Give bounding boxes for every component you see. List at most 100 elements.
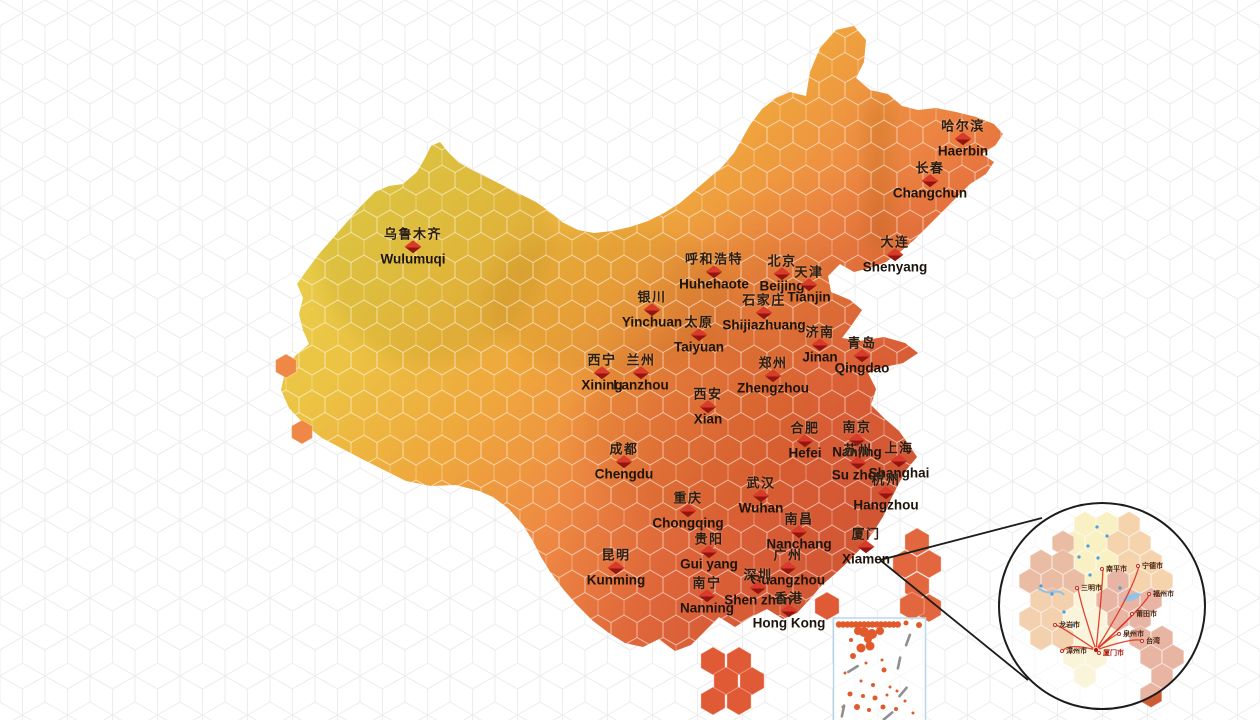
inset-city-name: 泉州市 bbox=[1123, 631, 1144, 638]
city-en-label: Nanchang bbox=[766, 536, 832, 552]
city-marker-icon[interactable] bbox=[890, 454, 908, 468]
magnifier-callout bbox=[879, 502, 1206, 710]
city-marker-icon[interactable] bbox=[800, 278, 818, 292]
city-en-label: Gui yang bbox=[680, 556, 738, 572]
city-marker-icon[interactable] bbox=[849, 456, 867, 470]
city-marker-icon[interactable] bbox=[607, 561, 625, 575]
city-qingdao[interactable]: 青岛 Qingdao bbox=[835, 335, 890, 376]
city-marker-icon[interactable] bbox=[848, 433, 866, 447]
city-marker-icon[interactable] bbox=[749, 581, 767, 595]
inset-city-label[interactable]: 南平市 bbox=[1100, 564, 1127, 574]
city-wuhan[interactable]: 武汉 Wuhan bbox=[738, 476, 784, 516]
city-dot-icon bbox=[1075, 586, 1079, 590]
inset-city-label[interactable]: 莆田市 bbox=[1130, 609, 1157, 619]
city-en-label: Zhengzhou bbox=[737, 380, 809, 396]
city-en-label: Xian bbox=[693, 411, 723, 427]
city-marker-icon[interactable] bbox=[811, 338, 829, 352]
city-marker-icon[interactable] bbox=[679, 504, 697, 518]
city-zh-label: 杭州 bbox=[871, 472, 901, 488]
flight-arc bbox=[1095, 565, 1140, 651]
city-marker-icon[interactable] bbox=[752, 489, 770, 503]
city-marker-icon[interactable] bbox=[705, 265, 723, 279]
city-nanning[interactable]: 南宁 Nanning bbox=[680, 576, 734, 616]
city-marker-icon[interactable] bbox=[796, 434, 814, 448]
city-tianjin[interactable]: 天津 Tianjin bbox=[787, 265, 831, 305]
city-marker-icon[interactable] bbox=[632, 366, 650, 380]
city-changchun[interactable]: 长春 Changchun bbox=[893, 160, 967, 201]
city-en-label: Taiyuan bbox=[673, 339, 725, 355]
city-zh-label: 长春 bbox=[915, 160, 945, 176]
inset-city-label[interactable]: 漳州市 bbox=[1060, 646, 1087, 656]
inset-origin-label[interactable]: 厦门市 bbox=[1097, 648, 1124, 658]
city-marker-icon[interactable] bbox=[699, 400, 717, 414]
city-marker-icon[interactable] bbox=[857, 540, 875, 554]
city-marker-icon[interactable] bbox=[690, 328, 708, 342]
city-zh-label: 合肥 bbox=[790, 420, 820, 436]
city-zh-label: 南昌 bbox=[784, 511, 814, 527]
city-marker-icon[interactable] bbox=[790, 525, 808, 539]
city-hefei[interactable]: 合肥 Hefei bbox=[788, 420, 821, 461]
city-zh-label: 西宁 bbox=[587, 352, 617, 368]
city-wulumuqi[interactable]: 乌鲁木齐 Wulumuqi bbox=[381, 227, 446, 267]
city-dot-icon bbox=[1136, 564, 1140, 568]
city-yinchuan[interactable]: 银川 Yinchuan bbox=[622, 290, 682, 330]
city-jinan[interactable]: 济南 Jinan bbox=[802, 325, 837, 365]
city-chongqing[interactable]: 重庆 Chongqing bbox=[652, 491, 723, 531]
city-gui-yang[interactable]: 贵阳 Gui yang bbox=[680, 532, 738, 572]
city-haerbin[interactable]: 哈尔滨 Haerbin bbox=[938, 119, 988, 159]
city-en-label: Wuhan bbox=[738, 500, 784, 516]
city-beijing[interactable]: 北京 Beijing bbox=[759, 254, 804, 294]
city-zh-label: 南京 bbox=[842, 419, 872, 435]
city-shijiazhuang[interactable]: 石家庄 Shijiazhuang bbox=[722, 293, 805, 333]
city-guangzhou[interactable]: 广州 Guangzhou bbox=[751, 548, 825, 588]
city-kunming[interactable]: 昆明 Kunming bbox=[587, 548, 646, 588]
city-marker-icon[interactable] bbox=[755, 306, 773, 320]
city-marker-icon[interactable] bbox=[615, 455, 633, 469]
inset-city-name: 龙岩市 bbox=[1059, 622, 1080, 629]
inset-city-label[interactable]: 宁德市 bbox=[1136, 561, 1163, 571]
city-shanghai[interactable]: 上海 Shanghai bbox=[869, 441, 930, 481]
city-marker-icon[interactable] bbox=[779, 561, 797, 575]
city-chengdu[interactable]: 成都 Chengdu bbox=[595, 442, 654, 482]
city-shenyang[interactable]: 大连 Shenyang bbox=[863, 235, 928, 275]
city-zh-label: 青岛 bbox=[847, 335, 877, 351]
taiwan-hexes bbox=[892, 527, 942, 623]
city-marker-icon[interactable] bbox=[877, 486, 895, 500]
city-marker-icon[interactable] bbox=[404, 240, 422, 254]
city-hangzhou[interactable]: 杭州 Hangzhou bbox=[853, 472, 918, 513]
city-lanzhou[interactable]: 兰州 Lanzhou bbox=[613, 353, 669, 393]
city-shen-zhen[interactable]: 深圳 Shen zhen bbox=[724, 568, 792, 608]
city-dot-icon bbox=[1117, 632, 1121, 636]
city-marker-icon[interactable] bbox=[773, 267, 791, 281]
city-marker-icon[interactable] bbox=[593, 366, 611, 380]
leader-line-bottom bbox=[879, 559, 1029, 681]
city-marker-icon[interactable] bbox=[643, 303, 661, 317]
city-huhehaote[interactable]: 呼和浩特 Huhehaote bbox=[679, 252, 749, 292]
inset-city-label[interactable]: 龙岩市 bbox=[1053, 620, 1080, 630]
city-en-label: Tianjin bbox=[787, 289, 831, 305]
city-marker-icon[interactable] bbox=[780, 604, 798, 618]
city-xiamen[interactable]: 厦门 Xiamen bbox=[842, 527, 890, 567]
city-marker-icon[interactable] bbox=[698, 589, 716, 603]
city-marker-icon[interactable] bbox=[853, 349, 871, 363]
city-marker-icon[interactable] bbox=[921, 174, 939, 188]
magnifier-circle[interactable] bbox=[998, 502, 1206, 710]
city-en-label: Hong Kong bbox=[752, 615, 826, 631]
city-hong-kong[interactable]: 香港 Hong Kong bbox=[752, 591, 826, 631]
city-marker-icon[interactable] bbox=[700, 545, 718, 559]
city-xining[interactable]: 西宁 Xining bbox=[581, 352, 622, 393]
inset-city-label[interactable]: 泉州市 bbox=[1117, 629, 1144, 639]
city-su-zhou[interactable]: 苏州 Su zhou bbox=[832, 443, 885, 483]
city-nanjing[interactable]: 南京 Nanjing bbox=[832, 419, 882, 460]
city-zhengzhou[interactable]: 郑州 Zhengzhou bbox=[737, 356, 809, 396]
city-marker-icon[interactable] bbox=[764, 369, 782, 383]
city-taiyuan[interactable]: 太原 Taiyuan bbox=[673, 315, 725, 355]
city-nanchang[interactable]: 南昌 Nanchang bbox=[766, 511, 832, 552]
inset-city-label[interactable]: 三明市 bbox=[1075, 583, 1102, 593]
city-marker-icon[interactable] bbox=[954, 132, 972, 146]
city-marker-icon[interactable] bbox=[886, 248, 904, 262]
inset-city-label[interactable]: 台湾 bbox=[1140, 636, 1160, 646]
inset-city-label[interactable]: 福州市 bbox=[1147, 589, 1174, 599]
city-xian[interactable]: 西安 Xian bbox=[693, 387, 723, 427]
